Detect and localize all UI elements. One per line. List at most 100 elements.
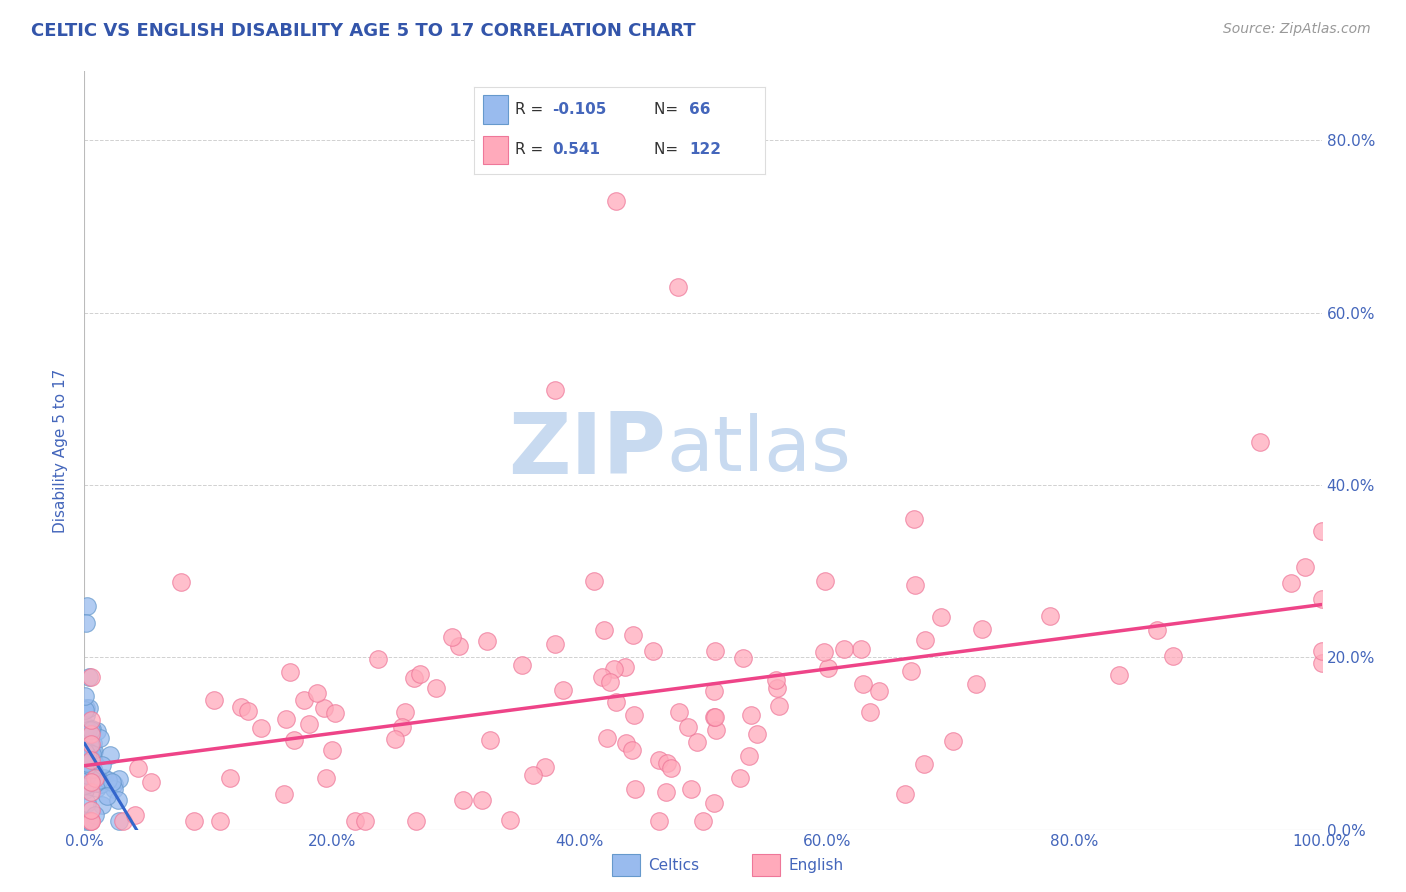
- Point: [90, 757, 112, 772]
- Point: [79, 814, 101, 828]
- Point: [602, 663, 624, 677]
- Point: [79, 774, 101, 789]
- Point: [553, 682, 575, 697]
- Point: [76, 756, 98, 770]
- Point: [79, 814, 101, 828]
- Point: [79, 727, 101, 741]
- Point: [394, 705, 416, 719]
- Point: [813, 645, 835, 659]
- Text: Source: ZipAtlas.com: Source: ZipAtlas.com: [1223, 22, 1371, 37]
- Point: [702, 709, 724, 723]
- Point: [273, 787, 295, 801]
- Text: English: English: [789, 858, 844, 872]
- Point: [183, 814, 205, 828]
- Point: [686, 735, 709, 749]
- Point: [101, 775, 124, 789]
- Point: [728, 771, 751, 785]
- Point: [91, 797, 114, 812]
- Point: [77, 701, 100, 715]
- Point: [668, 705, 690, 719]
- Point: [250, 721, 273, 735]
- Point: [79, 737, 101, 751]
- Point: [103, 777, 125, 791]
- Point: [647, 814, 669, 828]
- Point: [97, 773, 120, 788]
- Point: [591, 670, 613, 684]
- Point: [77, 757, 100, 772]
- Point: [623, 707, 645, 722]
- Point: [96, 789, 118, 803]
- Point: [894, 787, 917, 801]
- Point: [343, 814, 366, 828]
- Point: [321, 743, 343, 757]
- Point: [703, 710, 725, 724]
- Point: [499, 814, 522, 828]
- Point: [75, 742, 97, 756]
- Point: [103, 781, 125, 796]
- Point: [972, 622, 994, 636]
- Point: [73, 745, 96, 759]
- Point: [391, 720, 413, 734]
- Point: [900, 665, 922, 679]
- Point: [283, 732, 305, 747]
- Point: [740, 708, 762, 723]
- Point: [425, 681, 447, 696]
- Point: [76, 768, 98, 782]
- Point: [76, 777, 98, 791]
- Point: [582, 574, 605, 589]
- Point: [80, 747, 103, 761]
- Point: [86, 781, 108, 796]
- Point: [89, 731, 111, 745]
- Point: [219, 771, 242, 785]
- Point: [82, 762, 104, 776]
- Point: [202, 693, 225, 707]
- Point: [314, 701, 336, 715]
- Point: [323, 706, 346, 721]
- Point: [441, 630, 464, 644]
- Point: [1310, 524, 1333, 538]
- Text: atlas: atlas: [666, 414, 851, 487]
- Point: [82, 736, 104, 750]
- Point: [75, 726, 97, 740]
- Point: [965, 677, 987, 691]
- Point: [409, 666, 432, 681]
- Point: [621, 628, 644, 642]
- Point: [817, 661, 839, 675]
- Point: [643, 644, 665, 658]
- Point: [84, 772, 107, 786]
- Point: [904, 578, 927, 592]
- Point: [354, 814, 377, 828]
- Point: [73, 782, 96, 797]
- Point: [655, 756, 678, 770]
- Point: [83, 744, 105, 758]
- Point: [80, 723, 103, 737]
- Point: [614, 736, 637, 750]
- Point: [75, 742, 97, 756]
- Point: [692, 814, 714, 828]
- Point: [139, 774, 162, 789]
- Point: [82, 754, 104, 768]
- Point: [942, 733, 965, 747]
- Point: [1310, 656, 1333, 670]
- Point: [73, 814, 96, 828]
- Point: [766, 681, 789, 696]
- Point: [1108, 668, 1130, 682]
- Point: [534, 760, 557, 774]
- Point: [73, 770, 96, 784]
- Point: [80, 766, 103, 780]
- Point: [659, 761, 682, 775]
- Point: [292, 692, 315, 706]
- Point: [544, 637, 567, 651]
- Point: [1279, 576, 1302, 591]
- Point: [76, 599, 98, 613]
- Point: [75, 763, 97, 777]
- Point: [79, 814, 101, 828]
- Point: [82, 756, 104, 771]
- Point: [84, 776, 107, 790]
- Point: [75, 707, 97, 722]
- Point: [124, 807, 146, 822]
- Point: [79, 670, 101, 684]
- Point: [79, 753, 101, 767]
- Point: [624, 781, 647, 796]
- Point: [367, 652, 389, 666]
